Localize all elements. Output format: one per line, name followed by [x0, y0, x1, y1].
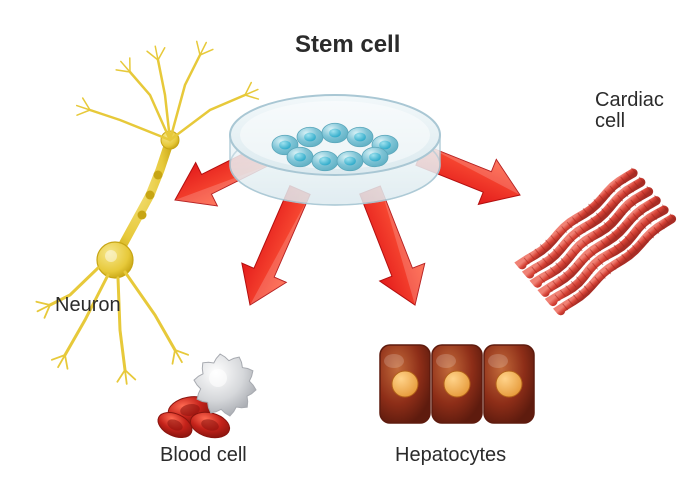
neuron-label: Neuron	[55, 295, 121, 316]
hepatocytes-label: Hepatocytes	[395, 445, 506, 466]
blood-cell-label: Blood cell	[160, 445, 247, 466]
diagram-canvas	[0, 0, 700, 500]
stem-cell-diagram: { "title": { "text": "Stem cell", "x": 2…	[0, 0, 700, 500]
cardiac-cell-label: Cardiac cell	[595, 90, 664, 132]
petri-dish-icon	[230, 95, 440, 205]
neuron-icon	[36, 41, 258, 384]
hepatocytes-icon	[380, 345, 534, 423]
cardiac-cell-icon	[520, 168, 676, 314]
title-label: Stem cell	[295, 32, 400, 57]
blood-cell-icon	[154, 354, 256, 443]
